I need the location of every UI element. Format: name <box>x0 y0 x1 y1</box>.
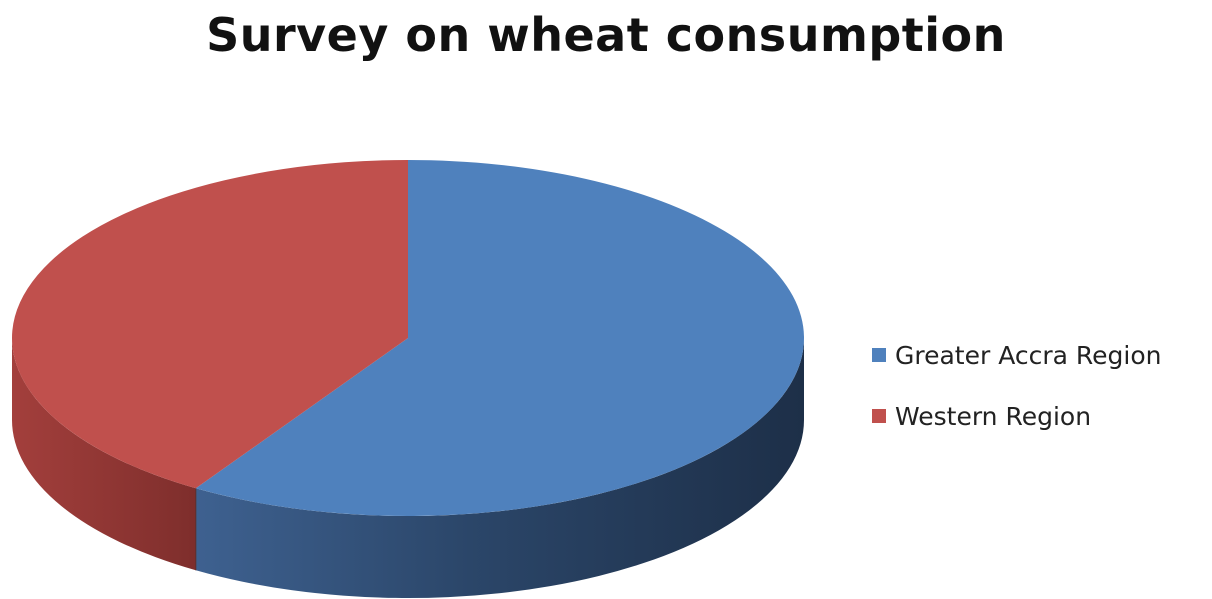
legend-item-western: Western Region <box>872 400 1162 432</box>
legend-label-western: Western Region <box>895 401 1092 431</box>
pie-side-western <box>12 338 196 571</box>
pie-slice-greater-accra <box>195 160 804 516</box>
pie-side-greater-accra <box>195 338 804 598</box>
legend-swatch-greater-accra <box>872 348 886 362</box>
chart-legend: Greater Accra Region Western Region <box>872 339 1162 461</box>
pie-slice-western <box>11 160 408 489</box>
legend-item-greater-accra: Greater Accra Region <box>872 339 1162 371</box>
legend-label-greater-accra: Greater Accra Region <box>895 340 1162 370</box>
chart-title: Survey on wheat consumption <box>206 8 1006 62</box>
legend-swatch-western <box>872 409 886 423</box>
